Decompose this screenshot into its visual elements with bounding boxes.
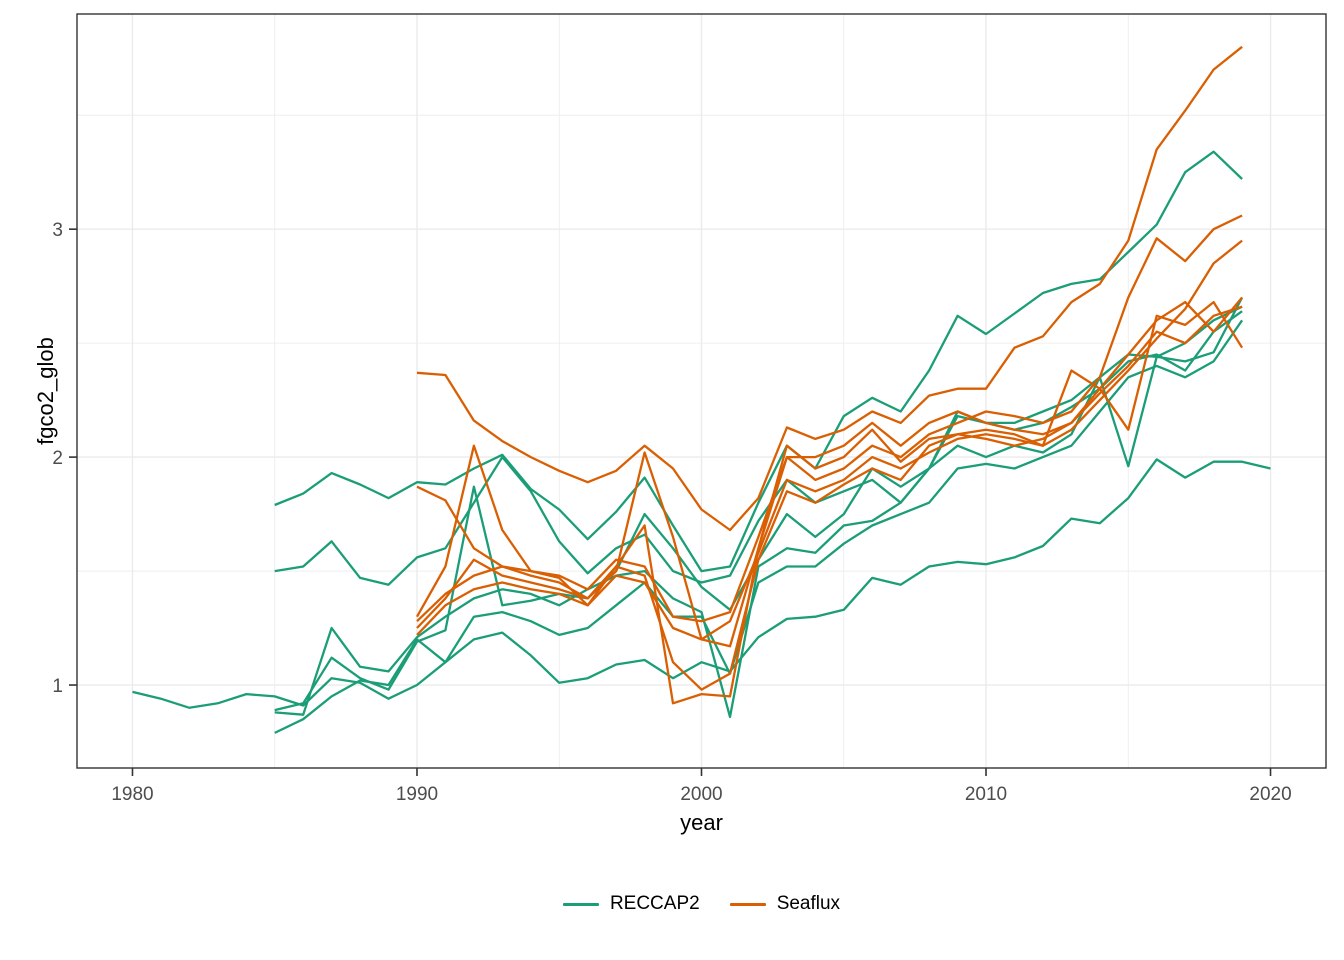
y-tick-label: 3 <box>52 220 63 241</box>
legend-item-reccap2: RECCAP2 <box>562 893 700 915</box>
series-line-reccap2_3 <box>274 305 1243 586</box>
x-tick-label: 1980 <box>111 784 153 805</box>
series-line-seaflux_3 <box>415 305 1243 691</box>
plot-area: 1980 1990 2000 2010 2020 1 2 3 <box>52 13 1327 805</box>
legend-item-seaflux: Seaflux <box>729 893 841 915</box>
x-tick-label: 2000 <box>680 784 722 805</box>
series-line-reccap2_6 <box>274 319 1244 734</box>
series-line-reccap2_1 <box>132 458 1271 709</box>
x-axis-title: year <box>680 810 723 835</box>
seaflux-line-swatch <box>729 902 766 906</box>
legend-label-reccap2: RECCAP2 <box>609 893 700 914</box>
y-tick-label: 1 <box>52 676 63 697</box>
series-line-seaflux_1 <box>416 45 1243 532</box>
series-line-reccap2_5 <box>274 296 1244 719</box>
reccap2-line-swatch <box>562 902 599 906</box>
y-tick-label: 2 <box>52 448 63 469</box>
series-line-reccap2_2 <box>274 150 1243 573</box>
x-tick-label: 1990 <box>396 784 438 805</box>
x-tick-label: 2020 <box>1249 784 1291 805</box>
series-line-seaflux_4 <box>416 214 1243 623</box>
legend-label-seaflux: Seaflux <box>776 893 841 914</box>
series-line-seaflux_5 <box>416 239 1243 641</box>
series-line-reccap2_4 <box>274 310 1243 712</box>
series-line-seaflux_6 <box>416 296 1243 648</box>
legend: RECCAP2 Seaflux <box>77 893 1326 915</box>
y-axis-title: fgco2_glob <box>33 337 58 445</box>
x-tick-label: 2010 <box>965 784 1007 805</box>
